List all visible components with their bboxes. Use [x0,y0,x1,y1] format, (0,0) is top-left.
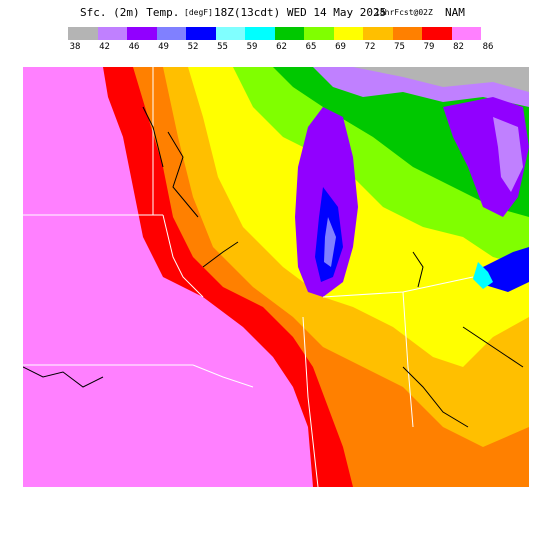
model-label: NAM [445,6,465,19]
legend-tick: 79 [423,42,435,52]
legend-swatch [186,27,216,40]
legend-tick: 49 [158,42,169,52]
legend-swatch [215,27,245,40]
legend-tick: 52 [187,42,199,52]
legend-swatch [97,27,127,40]
forecast-label: 18hrFcst@02Z [375,8,433,17]
legend-tick: 72 [364,42,376,52]
legend-tick: 75 [394,42,405,52]
legend-swatch [127,27,157,40]
legend-swatch [274,27,304,40]
legend-swatch [333,27,363,40]
legend-tick: 46 [128,42,140,52]
map-title-bar: Sfc. (2m) Temp. [degF] 18Z(13cdt) WED 14… [0,6,552,22]
temperature-map [23,67,529,487]
legend-tick: 59 [246,42,258,52]
legend-swatch [363,27,393,40]
legend-swatch [392,27,422,40]
legend-tick: 65 [305,42,317,52]
legend-swatch [422,27,452,40]
legend-swatch [156,27,186,40]
legend-tick: 69 [335,42,346,52]
legend-swatch [245,27,275,40]
legend-tick: 42 [99,42,110,52]
legend-swatch [304,27,334,40]
legend-swatch [451,27,481,40]
units-label: [degF] [184,8,213,17]
valid-time: 18Z(13cdt) WED 14 May 2025 [214,6,387,19]
legend-tick: 86 [482,42,494,52]
legend-tick: 55 [217,42,228,52]
legend-swatch [68,27,98,40]
legend-tick: 62 [276,42,287,52]
legend-tick: 82 [453,42,464,52]
map-canvas [23,67,529,487]
legend-tick: 38 [69,42,81,52]
color-legend [68,27,481,41]
legend-tick-labels: 38 42 46 49 52 55 59 62 65 69 72 75 79 82 86 [0,42,552,54]
field-title: Sfc. (2m) Temp. [80,6,180,19]
